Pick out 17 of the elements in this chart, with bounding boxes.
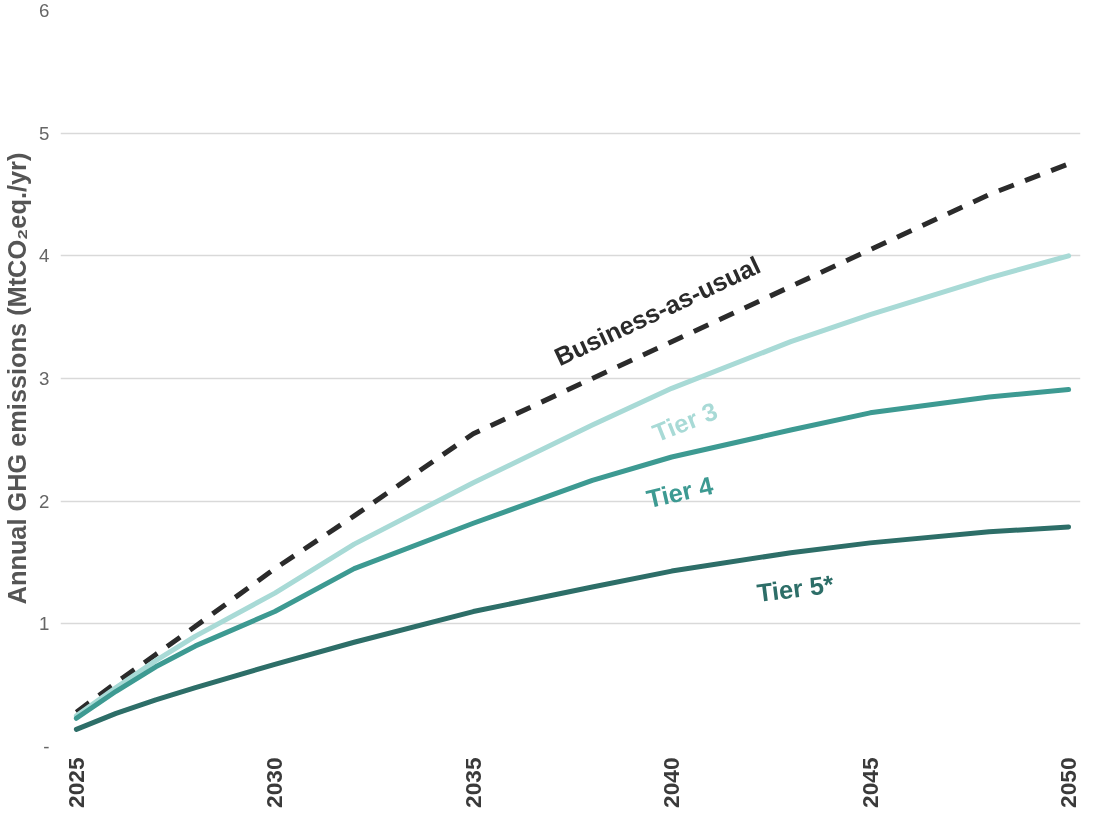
text: Tier 4 bbox=[643, 470, 716, 514]
y-tick-label: 6 bbox=[39, 0, 50, 21]
x-tick-label: 2035 bbox=[459, 757, 486, 808]
text: Tier 5* bbox=[755, 569, 836, 608]
y-axis-title: Annual GHG emissions (MtCO₂eq./yr) bbox=[3, 152, 32, 605]
x-tick-label: 2025 bbox=[62, 757, 89, 808]
y-tick-label: 2 bbox=[39, 490, 50, 512]
x-tick-label: 2050 bbox=[1055, 757, 1082, 808]
text: Tier 3 bbox=[648, 396, 722, 448]
y-tick-label: 3 bbox=[39, 368, 50, 389]
x-tick-label: 2040 bbox=[658, 757, 685, 808]
y-tick-label: 1 bbox=[39, 613, 50, 635]
x-tick-label: 2045 bbox=[856, 757, 883, 808]
x-tick-label: 2030 bbox=[261, 757, 288, 808]
y-tick-label: 4 bbox=[39, 245, 50, 267]
y-tick-label: 5 bbox=[39, 122, 50, 144]
y-tick-label: - bbox=[43, 736, 50, 757]
